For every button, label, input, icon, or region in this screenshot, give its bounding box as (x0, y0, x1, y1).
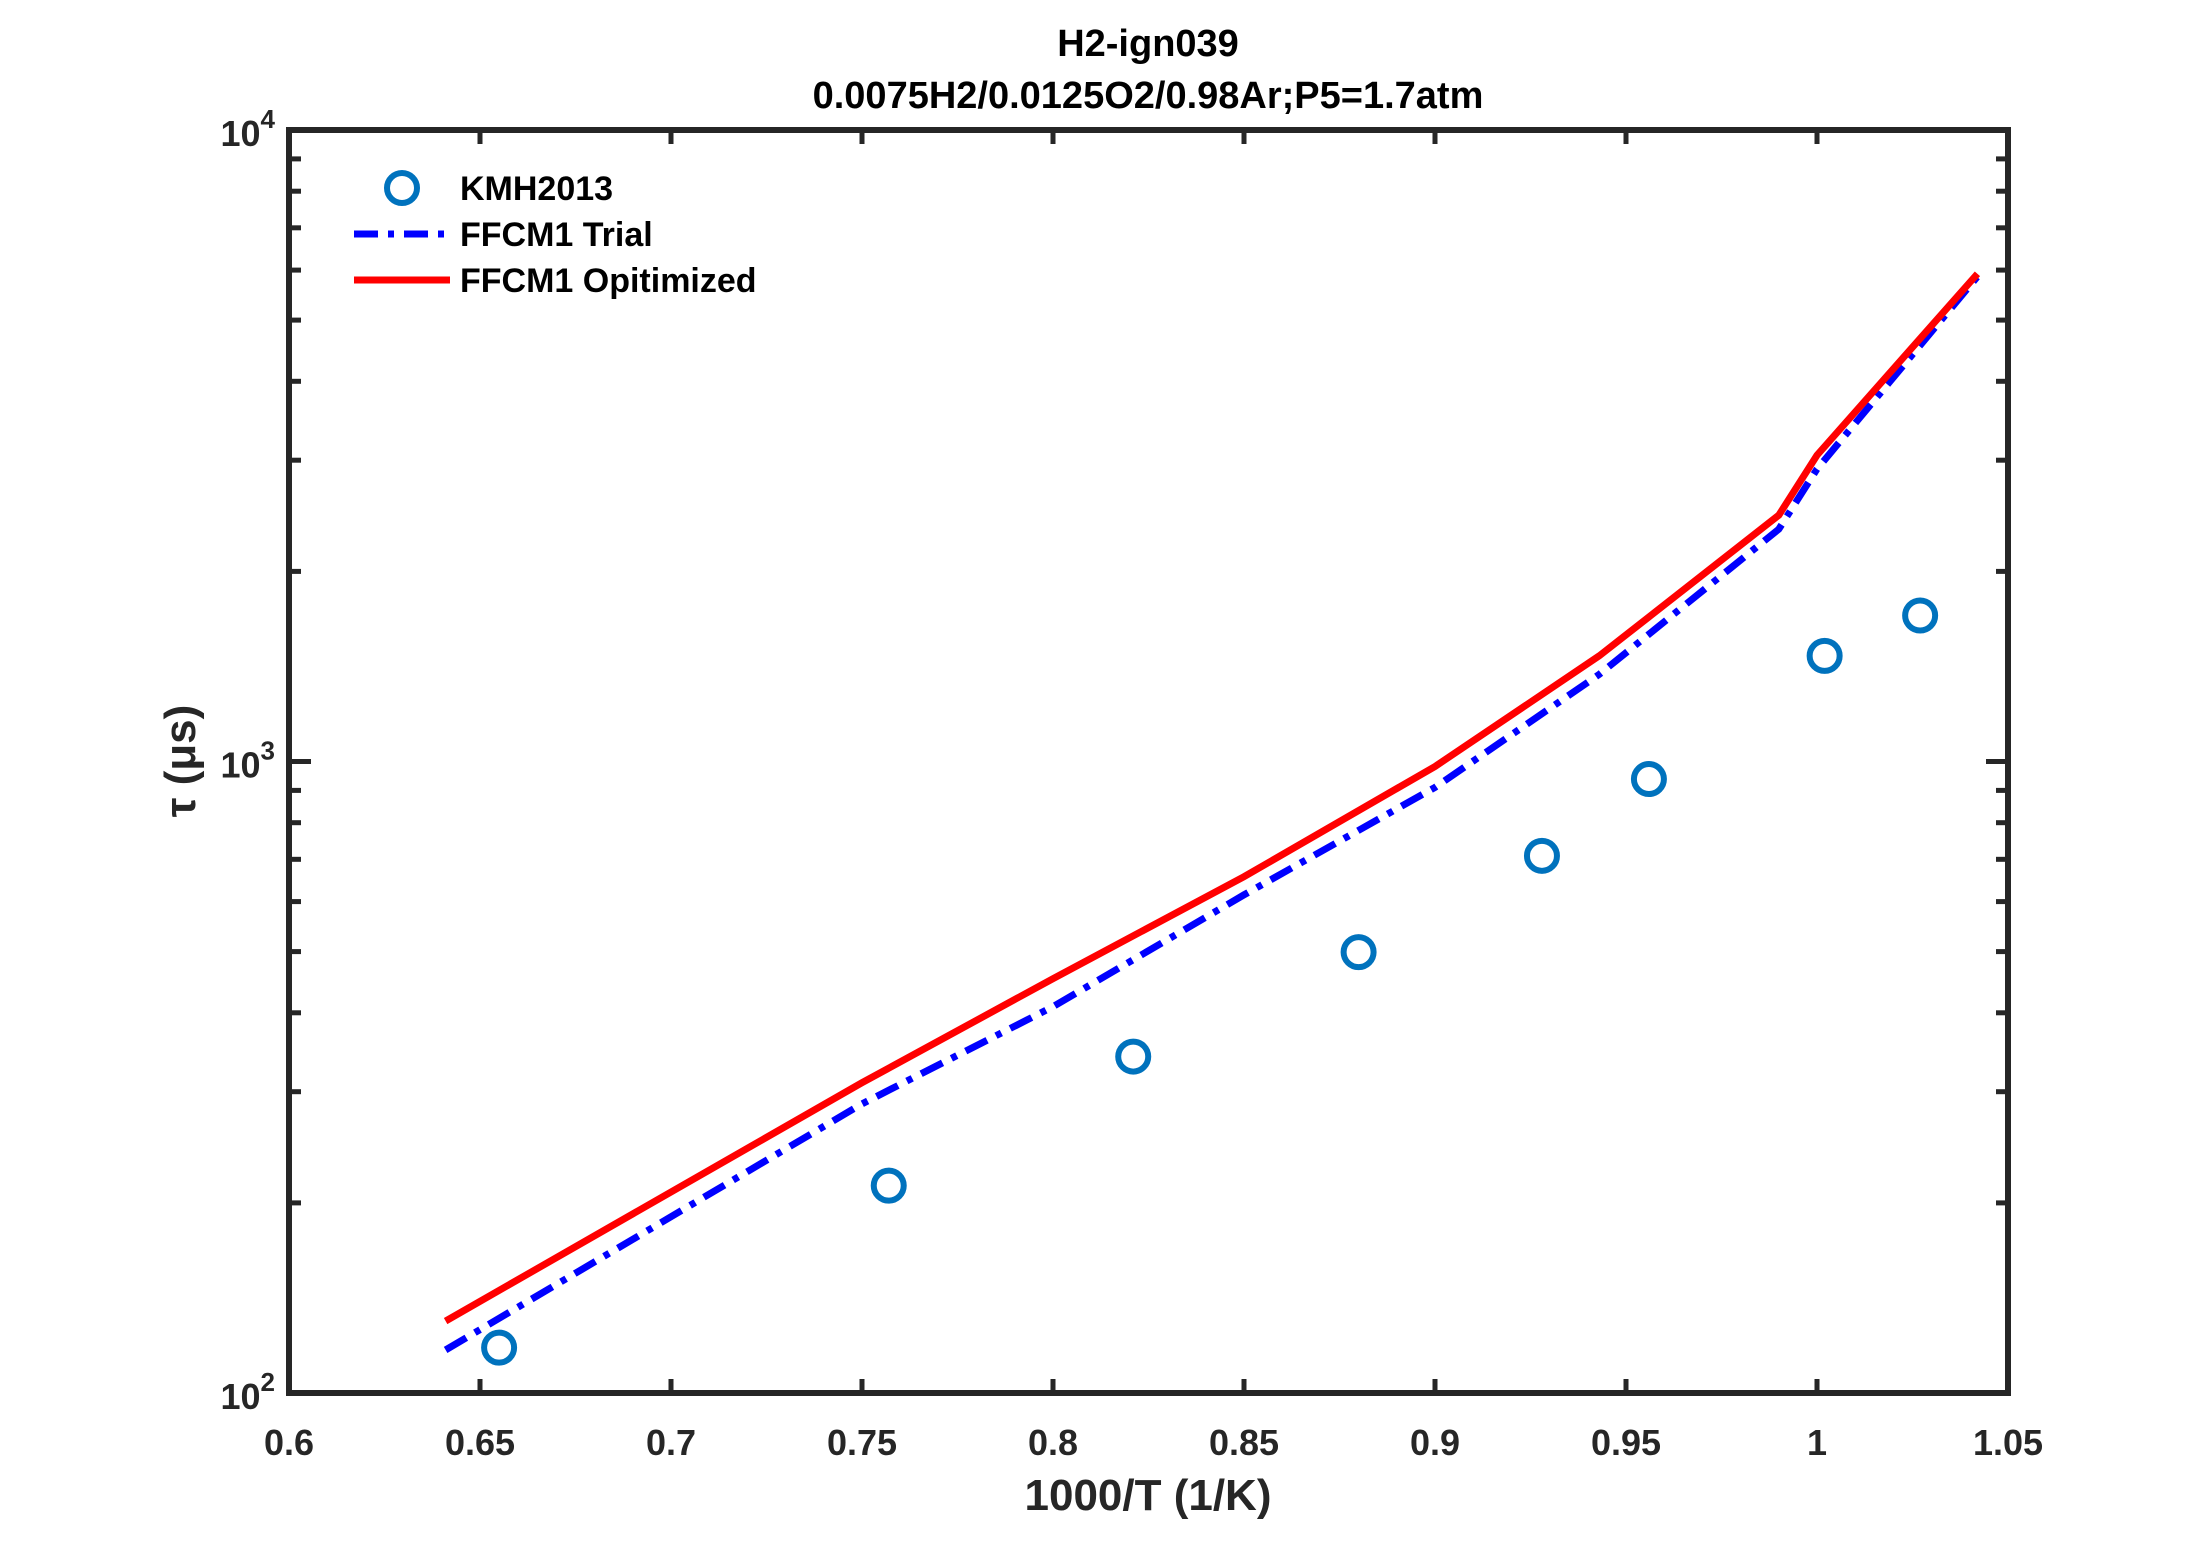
x-tick-label: 1.05 (1973, 1422, 2043, 1463)
data-point-KMH2013 (1340, 934, 1377, 971)
x-tick-label: 1 (1807, 1422, 1827, 1463)
x-tick-label: 0.65 (445, 1422, 515, 1463)
data-point-KMH2013 (1806, 637, 1843, 674)
axes-box (286, 127, 2011, 1396)
series-line-FFCM1 Opitimized (443, 271, 1981, 1325)
x-tick-label: 0.9 (1410, 1422, 1460, 1463)
x-axis-label: 1000/T (1/K) (1025, 1471, 1272, 1520)
x-tick-label: 0.8 (1028, 1422, 1078, 1463)
y-tick-label: 103 (220, 736, 275, 786)
y-axis-label: τ (μs) (156, 705, 205, 818)
y-tick-label: 102 (220, 1367, 275, 1417)
data-point-KMH2013 (1523, 837, 1560, 874)
data-point-KMH2013 (1630, 761, 1667, 798)
data-point-KMH2013 (870, 1167, 907, 1204)
x-tick-label: 0.95 (1591, 1422, 1661, 1463)
legend-label: KMH2013 (460, 170, 613, 208)
series-line-FFCM1 Trial (443, 274, 1981, 1353)
legend-marker (384, 170, 420, 206)
legend-label: FFCM1 Trial (460, 216, 653, 254)
legend: KMH2013 FFCM1 Trial FFCM1 Opitimized (354, 170, 757, 300)
x-tick-label: 0.6 (264, 1422, 314, 1463)
x-tick-label: 0.7 (646, 1422, 696, 1463)
data-point-KMH2013 (1902, 597, 1939, 634)
legend-label: FFCM1 Opitimized (460, 262, 757, 300)
x-tick-label: 0.85 (1209, 1422, 1279, 1463)
data-point-KMH2013 (481, 1329, 518, 1366)
chart-subtitle: 0.0075H2/0.0125O2/0.98Ar;P5=1.7atm (813, 75, 1484, 117)
chart-title: H2-ign039 (1057, 23, 1239, 65)
x-tick-label: 0.75 (827, 1422, 897, 1463)
y-tick-label: 104 (220, 104, 275, 154)
data-point-KMH2013 (1115, 1038, 1152, 1075)
